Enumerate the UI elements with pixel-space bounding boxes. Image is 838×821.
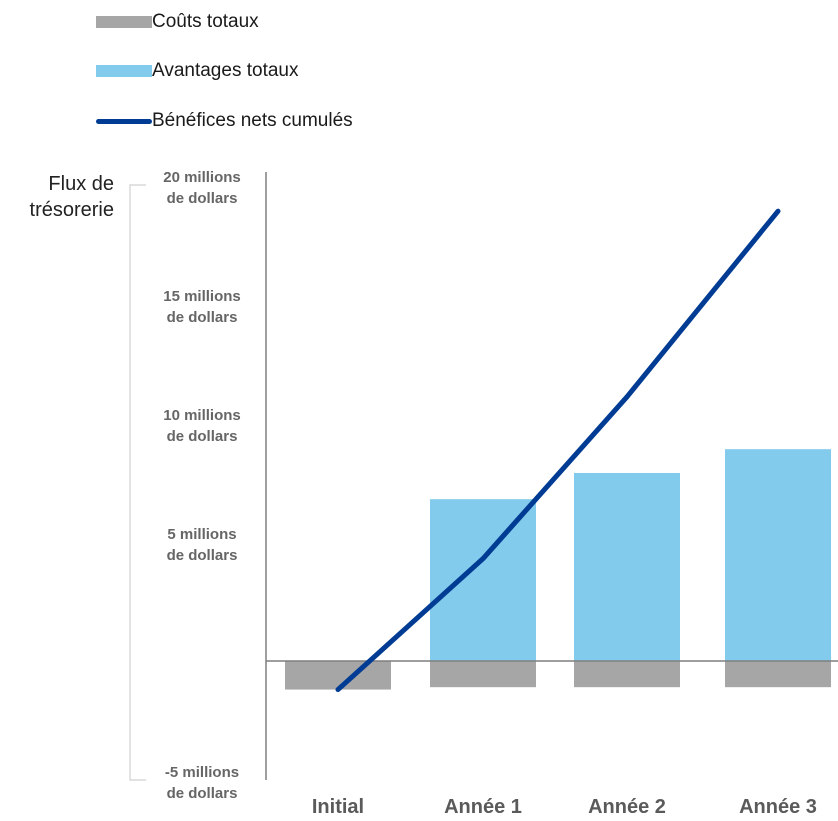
legend: Coûts totaux Avantages totaux Bénéfices … — [0, 0, 838, 150]
legend-swatch-benefits — [96, 65, 152, 77]
benefit-bar — [574, 472, 680, 661]
y-axis-bracket — [129, 184, 146, 781]
y-tick-label: -5 millions de dollars — [165, 764, 239, 802]
legend-item-benefits: Avantages totaux — [96, 58, 298, 84]
y-tick-label: 10 millions de dollars — [163, 407, 241, 445]
cost-bar — [725, 661, 831, 688]
x-category-label: Année 2 — [588, 796, 666, 818]
legend-label-costs: Coûts totaux — [152, 11, 259, 32]
y-tick-label: 5 millions de dollars — [167, 526, 238, 564]
y-axis-title: Flux de trésorerie — [30, 173, 114, 221]
benefit-bar — [430, 499, 536, 661]
net-benefits-line — [335, 208, 781, 693]
cost-bar — [574, 661, 680, 688]
cost-bar — [430, 661, 536, 688]
x-category-label: Année 1 — [444, 796, 522, 818]
cost-bar — [285, 661, 391, 690]
x-category-label: Année 3 — [739, 796, 817, 818]
y-tick-label: 20 millions de dollars — [163, 169, 241, 207]
legend-label-benefits: Avantages totaux — [152, 60, 299, 81]
benefit-bar — [725, 449, 831, 661]
legend-swatch-costs — [96, 16, 152, 28]
legend-item-costs: Coûts totaux — [96, 9, 259, 35]
legend-item-net: Bénéfices nets cumulés — [96, 108, 353, 134]
x-category-label: Initial — [312, 796, 364, 818]
legend-swatch-net — [96, 118, 152, 124]
y-tick-label: 15 millions de dollars — [163, 288, 241, 326]
legend-label-net: Bénéfices nets cumulés — [152, 110, 353, 131]
